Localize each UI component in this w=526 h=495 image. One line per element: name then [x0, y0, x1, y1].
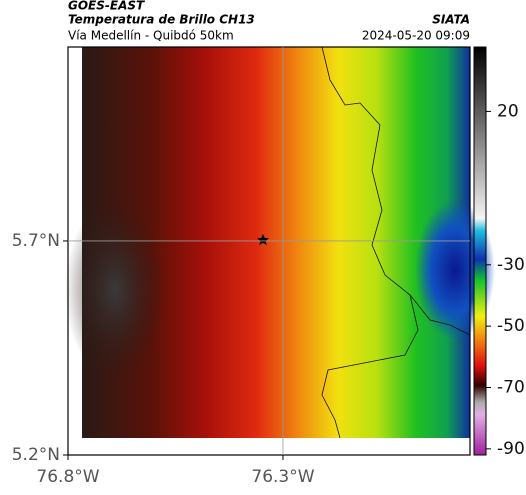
colorbar-tick-label: -90: [497, 439, 525, 459]
colorbar-tick-label: -70: [497, 378, 525, 398]
brand: SIATA: [432, 13, 470, 27]
subtitle: Vía Medellín - Quibdó 50km: [68, 29, 234, 43]
map-image: [65, 46, 495, 439]
colorbar-tick-label: 20: [497, 101, 519, 121]
map-frame: [67, 46, 471, 456]
x-tick-label: 76.3°W: [251, 467, 314, 487]
y-tick-label: 5.7°N: [12, 231, 60, 251]
source: GOES-EAST: [68, 0, 145, 13]
colorbar: [473, 46, 487, 456]
x-tick-label: 76.8°W: [36, 467, 99, 487]
colorbar-tick-label: -30: [497, 255, 525, 275]
timestamp: 2024-05-20 09:09: [362, 29, 470, 43]
colorbar-tick-label: -50: [497, 316, 525, 336]
title: Temperatura de Brillo CH13: [68, 13, 255, 27]
y-tick-label: 5.2°N: [12, 445, 60, 465]
